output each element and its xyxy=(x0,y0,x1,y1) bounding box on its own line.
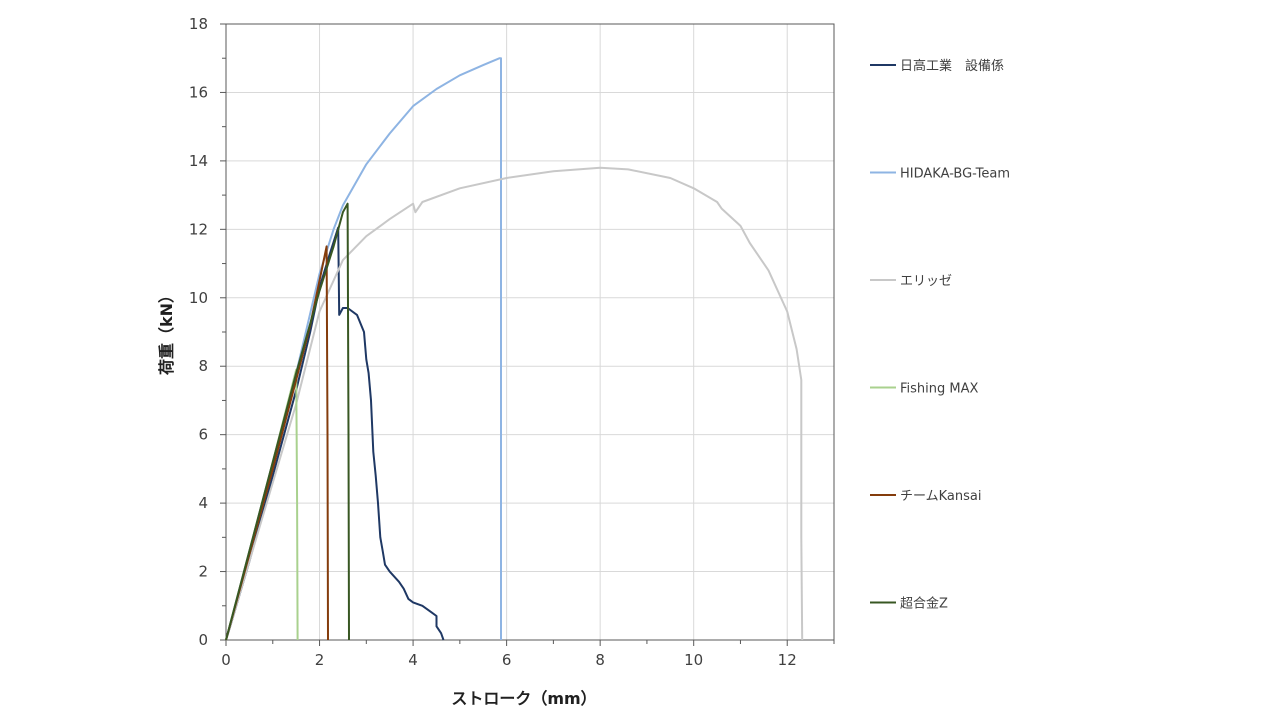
plot-border xyxy=(225,23,835,641)
series-line-2 xyxy=(225,57,502,641)
legend-label: エリッゼ xyxy=(900,274,952,289)
x-tick-label: 4 xyxy=(408,651,418,669)
legend: 日高工業 設備係 HIDAKA-BG-Team エリッゼ Fishing MAX チーム… xyxy=(870,58,1010,612)
legend-label: Fishing MAX xyxy=(900,382,979,397)
y-tick-label: 2 xyxy=(198,563,208,581)
series-lines xyxy=(225,57,804,641)
series-line-3 xyxy=(225,166,804,641)
legend-label: チームKansai xyxy=(900,489,981,504)
axes: ストローク（mm） 荷重（kN） 0 2 4 6 8 10 12 14 16 18 0 2 4 6 8 10 1… xyxy=(157,15,835,708)
y-axis-title: 荷重（kN） xyxy=(157,287,176,375)
x-tick-label: 6 xyxy=(502,651,512,669)
legend-label: 超合金Z xyxy=(900,596,948,612)
y-tick-label: 14 xyxy=(189,152,208,170)
y-tick-label: 18 xyxy=(189,15,208,33)
y-tick-label: 6 xyxy=(198,426,208,444)
x-tick-label: 0 xyxy=(221,651,231,669)
series-line-1 xyxy=(225,226,445,641)
x-tick-label: 12 xyxy=(778,651,797,669)
grid xyxy=(225,23,835,641)
legend-label: HIDAKA-BG-Team xyxy=(900,167,1010,182)
x-tick-label: 8 xyxy=(595,651,605,669)
y-tick-label: 8 xyxy=(198,357,208,375)
y-tick-label: 0 xyxy=(198,631,208,649)
x-tick-label: 10 xyxy=(684,651,703,669)
y-tick-label: 12 xyxy=(189,220,208,238)
y-tick-label: 10 xyxy=(189,289,208,307)
x-tick-label: 2 xyxy=(315,651,325,669)
y-tick-label: 4 xyxy=(198,494,208,512)
legend-label: 日高工業 設備係 xyxy=(900,58,1004,74)
y-tick-label: 16 xyxy=(189,83,208,101)
x-axis-title: ストローク（mm） xyxy=(451,689,596,708)
series-line-6 xyxy=(225,202,350,641)
